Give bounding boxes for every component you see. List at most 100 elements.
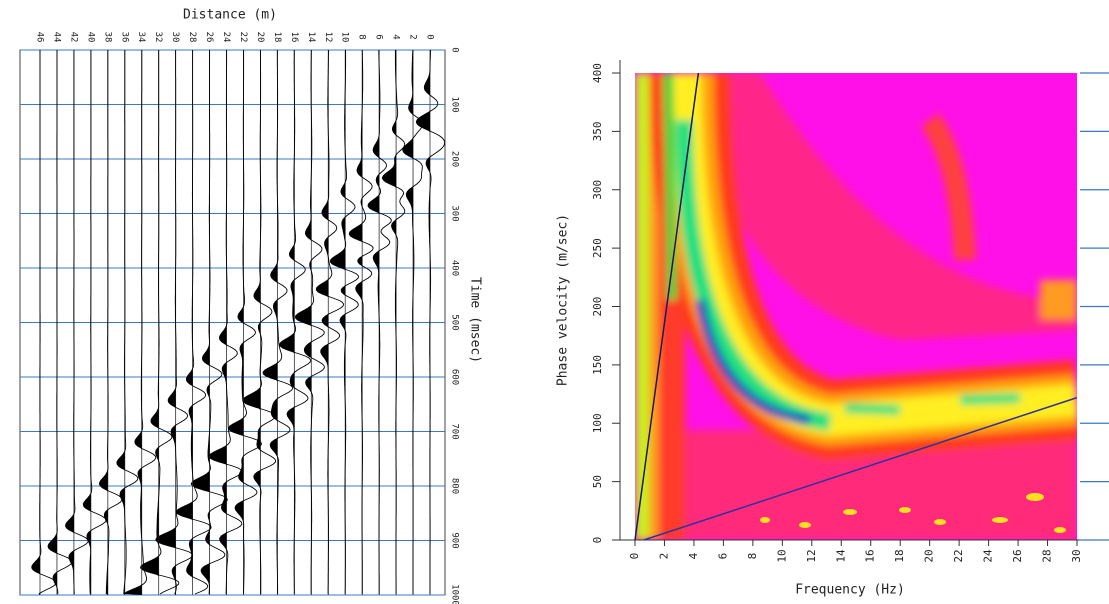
trace-fill [83,50,91,595]
y-tick-label: 150 [591,355,604,375]
x-tick-label: 16 [864,549,877,562]
x-tick-label: 12 [323,32,333,43]
reference-line [634,72,700,541]
trace [190,50,228,595]
y-tick-label: 600 [450,369,460,385]
y-tick-label: 0 [450,47,460,52]
trace [381,50,406,594]
y-tick-label: 50 [591,475,604,488]
trace [262,50,294,594]
x-tick-label: 14 [834,549,847,563]
trace [279,50,312,594]
x-tick-label: 34 [136,32,146,43]
trace-fill [191,50,210,595]
x-tick-label: 18 [893,549,906,562]
y-tick-label: 400 [591,63,604,83]
x-tick-label: 30 [1070,549,1083,562]
trace [348,50,374,595]
trace [123,50,157,595]
trace [227,50,263,595]
trace [47,50,73,595]
y-tick-label: 250 [591,238,604,258]
x-tick-label: 6 [716,553,729,560]
x-tick-label: 44 [51,32,61,43]
x-tick-label: 10 [775,549,788,562]
y-tick-label: 500 [450,314,460,330]
x-tick-label: 26 [1011,549,1024,562]
y-tick-label: 200 [450,151,460,167]
y-tick-label: 100 [450,96,460,112]
trace-fill [316,50,329,595]
x-tick-label: 2 [657,553,670,560]
trace-fill [99,50,108,595]
trace-fill [48,50,57,595]
y-axis-title: Time (msec) [468,277,483,363]
trace-fill [402,50,414,595]
x-tick-label: 24 [221,32,231,43]
x-tick-label: 38 [102,32,112,43]
x-tick-label: 42 [68,32,78,43]
reference-line [643,396,1078,541]
y-tick-label: 300 [450,205,460,221]
x-tick-label: 8 [357,34,367,39]
trace [175,50,212,595]
x-tick-label: 32 [153,32,163,43]
trace-fill [209,50,227,595]
y-tick-label: 0 [591,537,604,544]
x-axis-title: Distance (m) [183,8,277,23]
trace [139,50,180,595]
trace-fill [116,50,125,595]
y-tick-label: 700 [450,423,460,439]
x-tick-label: 4 [391,34,401,39]
x-tick-label: 16 [289,32,299,43]
y-tick-label: 900 [450,532,460,548]
trace [242,50,277,594]
x-tick-label: 46 [35,32,45,43]
y-tick-label: 100 [591,413,604,433]
x-tick-label: 36 [119,32,129,43]
x-tick-label: 20 [255,32,265,43]
x-tick-label: 20 [923,549,936,562]
trace [295,50,325,594]
x-tick-label: 26 [204,32,214,43]
x-axis-title: Frequency (Hz) [795,583,905,598]
x-tick-label: 14 [306,32,316,43]
x-tick-label: 2 [408,34,418,39]
x-tick-label: 22 [952,549,965,562]
trace [82,50,107,595]
x-tick-label: 10 [340,32,350,43]
trace [98,50,123,594]
trace [155,50,193,595]
y-tick-label: 400 [450,260,460,276]
x-tick-label: 0 [425,34,435,39]
x-tick-label: 22 [238,32,248,43]
trace [415,49,446,594]
x-tick-label: 30 [170,32,180,43]
x-tick-label: 18 [272,32,282,43]
x-tick-label: 4 [687,552,700,559]
x-tick-label: 12 [805,549,818,562]
x-tick-label: 8 [746,553,759,560]
x-tick-label: 28 [187,32,197,43]
trace [208,50,243,594]
x-tick-label: 40 [85,32,95,43]
trace [367,50,392,594]
x-tick-label: 6 [374,34,384,39]
trace [329,49,359,594]
x-tick-label: 0 [628,553,641,560]
trace [31,50,57,595]
trace-fill [330,50,346,595]
y-tick-label: 300 [591,180,604,200]
trace [65,50,89,595]
y-tick-label: 800 [450,478,460,494]
y-axis-title: Phase velocity (m/sec) [556,214,571,386]
trace [402,49,424,594]
trace [116,50,139,595]
heatmap-image [635,73,1077,540]
trace [315,50,345,594]
x-tick-label: 24 [982,549,995,563]
x-tick-label: 28 [1041,549,1054,562]
y-tick-label: 1000 [450,584,460,604]
y-tick-label: 350 [591,121,604,141]
